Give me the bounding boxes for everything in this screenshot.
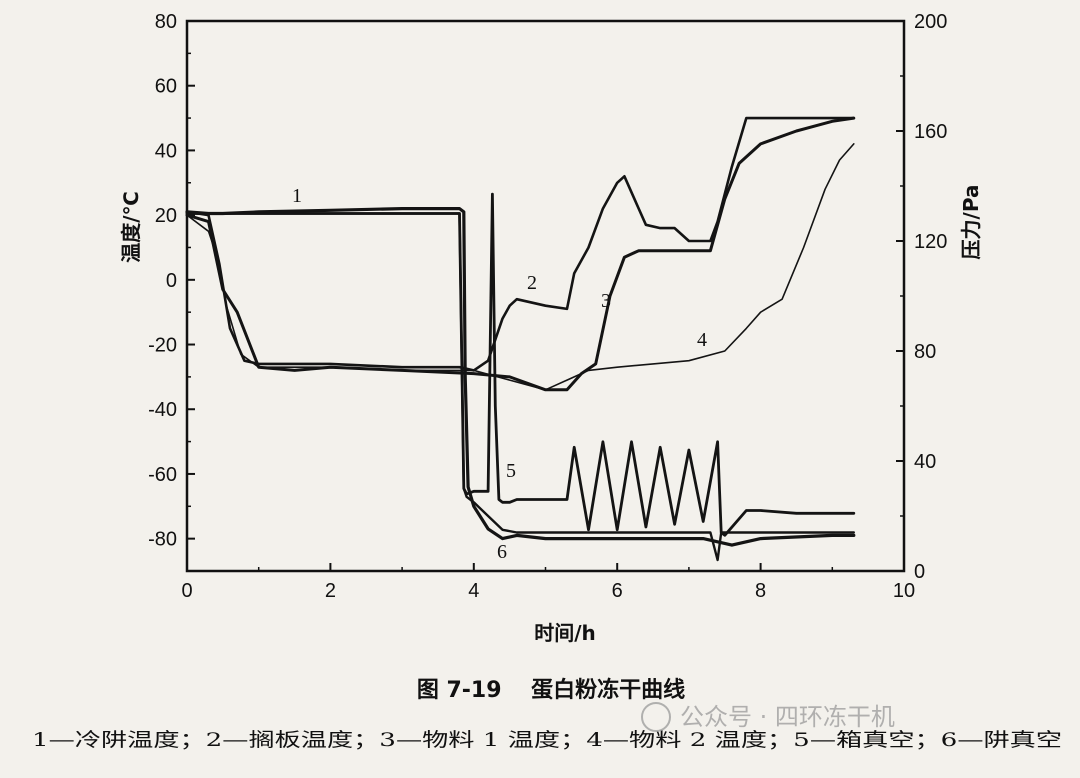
series-1-line: [185, 207, 856, 547]
x-tick-label: 4: [468, 580, 479, 602]
y-tick-label: -80: [148, 529, 177, 551]
y-tick-label: 60: [155, 76, 177, 98]
y-tick-label: -40: [148, 399, 177, 421]
y-axis-title: 温度/℃: [119, 191, 143, 263]
y-tick-label: 80: [155, 11, 177, 33]
curve-label-1: 1: [292, 185, 302, 207]
watermark: 公众号 · 四环冻干机: [641, 702, 895, 732]
curve-label-2: 2: [527, 272, 537, 294]
y-tick-label: -60: [148, 464, 177, 486]
x-tick-label: 8: [755, 580, 766, 602]
y2-axis-title: 压力/Pa: [959, 185, 983, 260]
series-5-line: [185, 192, 856, 537]
curve-label-4: 4: [697, 329, 707, 351]
x-tick-label: 6: [612, 580, 623, 602]
x-tick-label: 10: [893, 580, 915, 602]
y2-tick-label: 160: [914, 121, 947, 143]
y-tick-label: -20: [148, 335, 177, 357]
y2-tick-label: 80: [914, 341, 936, 363]
curve-label-6: 6: [497, 541, 507, 563]
series-2-line: [185, 116, 856, 372]
plot-frame: [185, 19, 906, 573]
y2-tick-label: 120: [914, 231, 947, 253]
wechat-icon: [641, 702, 671, 732]
curve-label-5: 5: [506, 460, 516, 482]
series-layer: [185, 116, 856, 562]
y2-tick-label: 0: [914, 561, 925, 583]
x-tick-label: 0: [181, 580, 192, 602]
x-axis-title: 时间/h: [534, 621, 596, 645]
series-3-line: [185, 116, 856, 392]
series-6-line: [185, 212, 855, 562]
watermark-text: 公众号 · 四环冻干机: [680, 703, 895, 731]
y-tick-label: 40: [155, 140, 177, 162]
y-tick-label: 0: [166, 270, 177, 292]
figure-caption: 图 7-19 蛋白粉冻干曲线: [417, 677, 685, 703]
x-tick-label: 2: [325, 580, 336, 602]
legend-line: 1—冷阱温度；2—搁板温度；3—物料 1 温度；4—物料 2 温度；5—箱真空；…: [32, 729, 1062, 751]
y2-tick-label: 200: [914, 11, 947, 33]
series-4-line: [186, 143, 855, 391]
curve-label-3: 3: [601, 290, 611, 312]
y-tick-label: 20: [155, 205, 177, 227]
y2-tick-label: 40: [914, 451, 936, 473]
